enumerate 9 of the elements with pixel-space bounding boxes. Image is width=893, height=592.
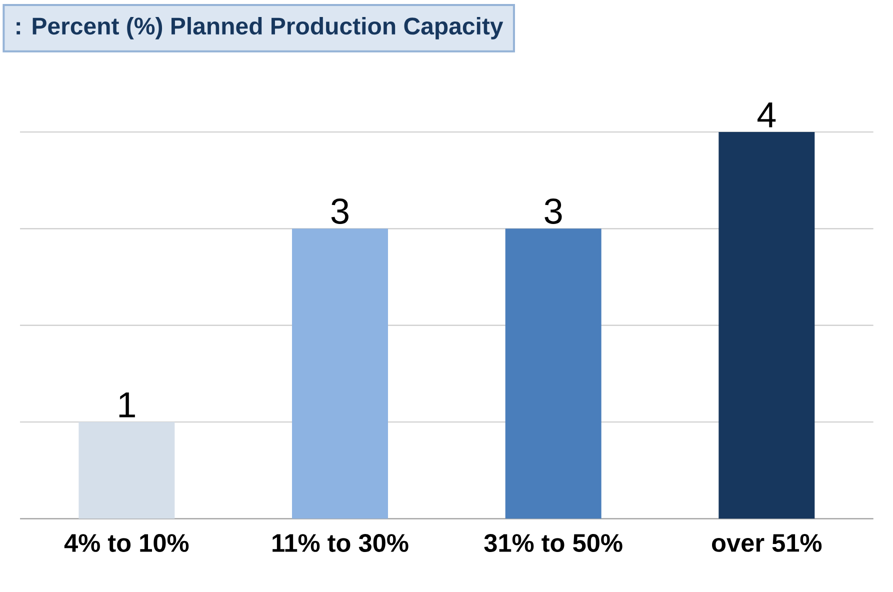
data-label: 4 (757, 102, 776, 128)
chart-title: : Percent (%) Planned Production Capacity (16, 16, 504, 40)
x-tick-label: over 51% (712, 534, 822, 552)
x-tick-label: 31% to 50% (484, 534, 622, 552)
data-label: 1 (119, 392, 135, 418)
data-label: 3 (331, 198, 348, 224)
x-tick-label: 4% to 10% (64, 534, 189, 552)
data-label: 3 (544, 198, 562, 224)
x-tick-label: 11% to 30% (272, 534, 408, 552)
